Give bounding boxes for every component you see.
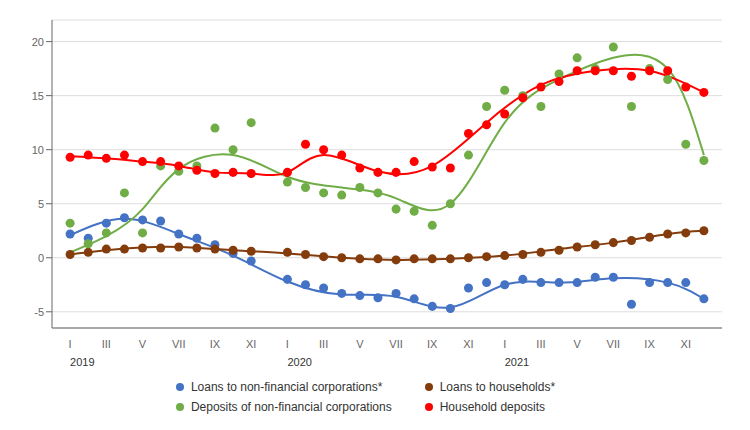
svg-text:V: V	[573, 338, 581, 350]
svg-text:XI: XI	[246, 338, 256, 350]
svg-text:III: III	[536, 338, 545, 350]
svg-text:2020: 2020	[287, 356, 311, 368]
html-text:Deposits of non-financial corp: Deposits of non-financial corporations	[190, 400, 392, 414]
html-text:Loans to non-financial corpora: Loans to non-financial corporations*	[190, 380, 383, 394]
svg-text:20: 20	[32, 36, 44, 48]
svg-text:V: V	[356, 338, 364, 350]
svg-text:2019: 2019	[70, 356, 94, 368]
svg-text:XI: XI	[463, 338, 473, 350]
svg-text:I: I	[503, 338, 506, 350]
svg-text:-5: -5	[34, 306, 44, 318]
svg-text:VII: VII	[607, 338, 620, 350]
svg-text:IX: IX	[210, 338, 221, 350]
svg-text:10: 10	[32, 144, 44, 156]
svg-text:IX: IX	[427, 338, 438, 350]
svg-text:VII: VII	[172, 338, 185, 350]
svg-text:5: 5	[38, 198, 44, 210]
svg-text:III: III	[102, 338, 111, 350]
svg-text:III: III	[319, 338, 328, 350]
svg-text:VII: VII	[389, 338, 402, 350]
html-text:Household deposits: Household deposits	[439, 400, 546, 414]
svg-text:I: I	[286, 338, 289, 350]
svg-text:V: V	[139, 338, 147, 350]
svg-text:IX: IX	[644, 338, 655, 350]
svg-text:XI: XI	[681, 338, 691, 350]
svg-text:2021: 2021	[505, 356, 529, 368]
html-text:Loans to households*: Loans to households*	[439, 380, 556, 394]
svg-text:15: 15	[32, 90, 44, 102]
svg-text:0: 0	[38, 252, 44, 264]
svg-text:I: I	[69, 338, 72, 350]
